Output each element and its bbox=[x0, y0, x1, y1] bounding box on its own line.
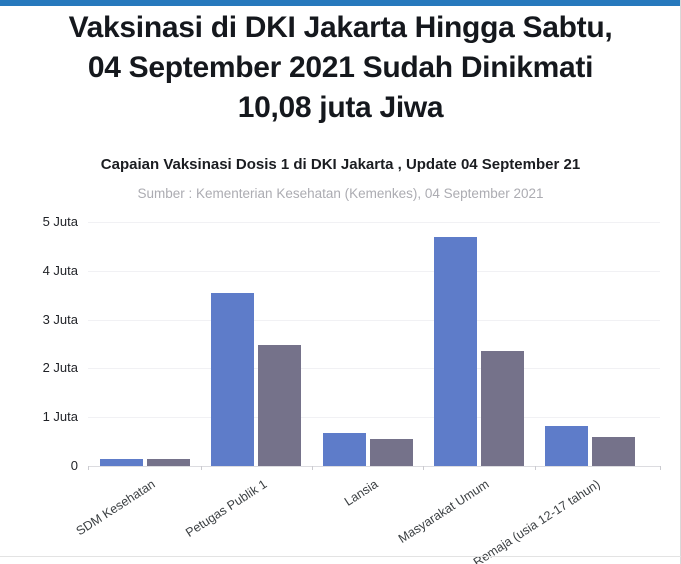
axis-tick bbox=[311, 466, 313, 470]
bar-series-gray-2 bbox=[258, 344, 302, 466]
page-title-line-3: 10,08 juta Jiwa bbox=[237, 91, 444, 124]
chart-source: Sumber : Kementerian Kesehatan (Kemenkes… bbox=[137, 186, 544, 201]
x-tick-label: Remaja (usia 12-17 tahun) bbox=[471, 477, 603, 564]
page-title: Vaksinasi di DKI Jakarta Hingga Sabtu, 0… bbox=[0, 8, 681, 128]
bar-series-gray-3 bbox=[369, 438, 413, 466]
bar-series-gray-1 bbox=[147, 459, 190, 466]
gridline bbox=[88, 368, 660, 370]
bar-series-blue-1 bbox=[100, 458, 143, 466]
bottom-edge-border bbox=[0, 556, 681, 557]
x-tick-label: SDM Kesehatan bbox=[73, 477, 158, 539]
axis-tick bbox=[88, 466, 89, 470]
y-tick-label: 0 bbox=[70, 458, 78, 473]
x-tick-label: Petugas Publik 1 bbox=[182, 477, 269, 540]
bar-series-blue-2 bbox=[211, 292, 255, 466]
chart-title: Capaian Vaksinasi Dosis 1 di DKI Jakarta… bbox=[100, 156, 581, 173]
y-tick-label: 3 Juta bbox=[42, 311, 78, 327]
bar-series-blue-3 bbox=[322, 432, 366, 466]
y-tick-label: 2 Juta bbox=[42, 360, 78, 376]
bar-series-blue-4 bbox=[433, 236, 477, 466]
bar-series-blue-5 bbox=[545, 425, 589, 466]
gridline bbox=[88, 417, 660, 419]
x-axis-line bbox=[88, 466, 660, 467]
bar-series-gray-5 bbox=[592, 436, 636, 466]
y-tick-label: 4 Juta bbox=[42, 262, 78, 278]
page-title-line-2: 04 September 2021 Sudah Dinikmati bbox=[87, 51, 594, 84]
x-tick-label: Masyarakat Umum bbox=[395, 477, 492, 546]
gridline bbox=[88, 319, 660, 321]
top-accent-bar bbox=[0, 0, 681, 6]
axis-tick bbox=[534, 466, 536, 470]
y-tick-label: 1 Juta bbox=[42, 409, 78, 425]
page-title-line-1: Vaksinasi di DKI Jakarta Hingga Sabtu, bbox=[68, 11, 613, 44]
bar-series-gray-4 bbox=[480, 350, 524, 466]
axis-tick bbox=[423, 466, 425, 470]
gridline bbox=[88, 270, 660, 272]
x-tick-label: Lansia bbox=[341, 477, 381, 509]
gridline bbox=[88, 222, 660, 223]
axis-tick bbox=[200, 466, 202, 470]
axis-tick bbox=[660, 466, 661, 470]
y-tick-label: 5 Juta bbox=[42, 214, 78, 229]
